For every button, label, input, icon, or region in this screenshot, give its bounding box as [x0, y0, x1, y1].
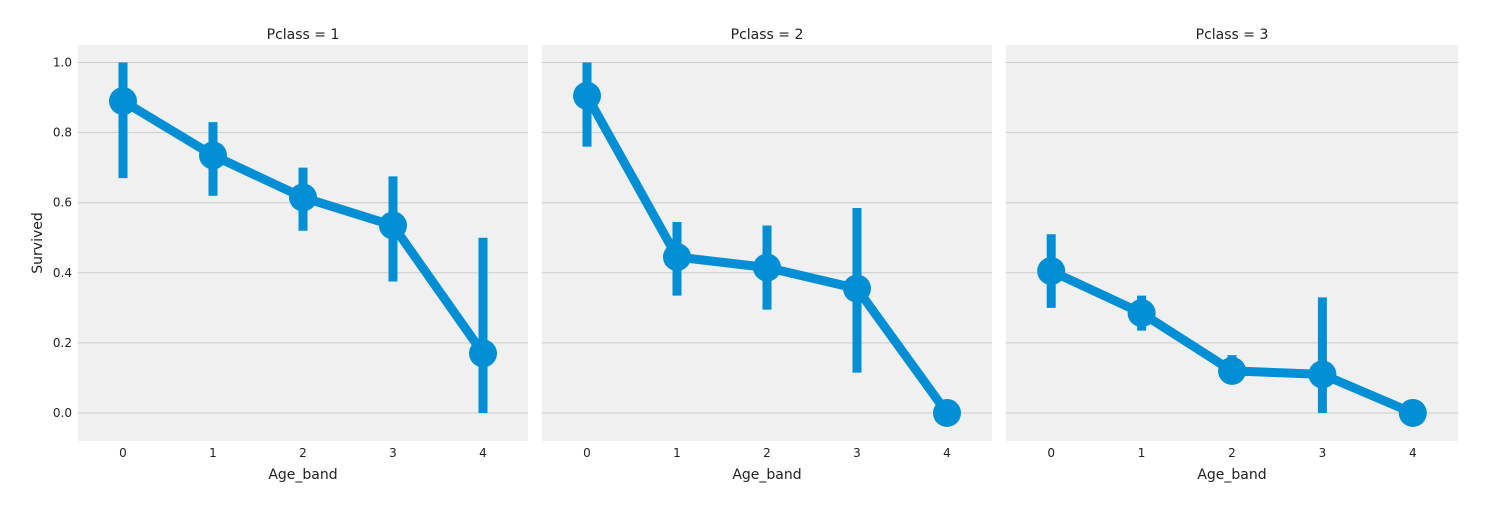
x-tick-label: 2 — [1228, 446, 1236, 460]
data-point — [753, 253, 781, 282]
x-tick-label: 0 — [1047, 446, 1055, 460]
x-tick-label: 2 — [299, 446, 307, 460]
data-point — [379, 211, 407, 240]
data-point — [933, 398, 961, 427]
x-tick-label: 4 — [1409, 446, 1417, 460]
data-point — [843, 274, 871, 303]
panel-background — [78, 45, 528, 441]
data-point — [1218, 356, 1246, 385]
x-tick-label: 1 — [1138, 446, 1146, 460]
x-tick-label: 4 — [943, 446, 951, 460]
data-point — [289, 183, 317, 212]
y-tick-label: 0.2 — [53, 336, 72, 350]
data-point — [1127, 299, 1156, 328]
x-tick-label: 4 — [479, 446, 487, 460]
data-point — [1398, 398, 1427, 427]
x-tick-label: 0 — [119, 446, 127, 460]
x-tick-label: 3 — [853, 446, 861, 460]
x-tick-label: 3 — [389, 446, 397, 460]
y-tick-label: 0.0 — [53, 406, 72, 420]
data-point — [199, 141, 227, 170]
x-axis-label: Age_band — [1197, 467, 1266, 483]
x-tick-label: 1 — [673, 446, 681, 460]
y-tick-label: 0.6 — [53, 196, 72, 210]
x-tick-label: 2 — [763, 446, 771, 460]
y-tick-label: 0.8 — [53, 126, 72, 140]
data-point — [109, 87, 137, 116]
data-point — [663, 243, 691, 272]
data-point — [1308, 360, 1337, 389]
y-tick-label: 0.4 — [53, 266, 72, 280]
x-axis-label: Age_band — [732, 467, 801, 483]
y-axis-label: Survived — [30, 212, 46, 273]
data-point — [573, 81, 601, 110]
facet-title: Pclass = 2 — [731, 27, 804, 43]
y-tick-label: 1.0 — [53, 56, 72, 70]
facet-title: Pclass = 1 — [267, 27, 340, 43]
x-tick-label: 0 — [583, 446, 591, 460]
x-tick-label: 1 — [209, 446, 217, 460]
facet-panel-3: 0 1 2 3 4 Age_band Pclass = 3 — [1006, 27, 1458, 483]
x-tick-label: 3 — [1319, 446, 1327, 460]
facet-title: Pclass = 3 — [1196, 27, 1269, 43]
facet-panel-1: 0.0 0.2 0.4 0.6 0.8 1.0 0 1 2 3 4 Age_band Pclass = … — [53, 27, 528, 483]
x-axis-label: Age_band — [268, 467, 337, 483]
facet-panel-2: 0 1 2 3 4 Age_band Pclass = 2 — [542, 27, 992, 483]
data-point — [1037, 257, 1066, 286]
data-point — [469, 339, 497, 368]
